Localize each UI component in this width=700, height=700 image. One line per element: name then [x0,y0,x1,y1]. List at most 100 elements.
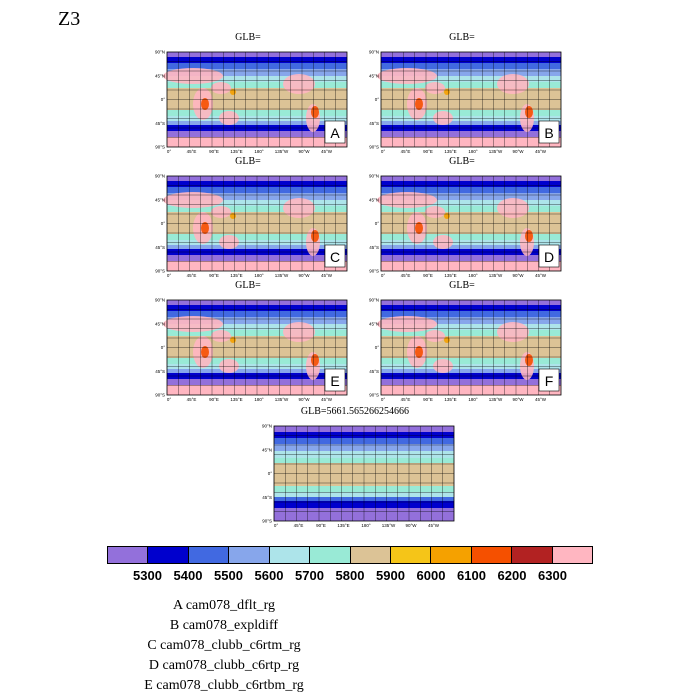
colorbar-label: 5700 [295,568,324,583]
map-panel-f: GLB= 90°N 45°N 0° 45°S 90°S 0° 45°E 90°E 135°E 180… [357,280,567,408]
lat-tick-label: 45°N [369,73,379,78]
lon-tick-label: 45°E [294,523,304,528]
lat-tick-label: 90°S [155,269,165,274]
lat-tick-label: 90°S [155,145,165,150]
lat-tick-label: 90°S [262,519,272,524]
lon-tick-label: 90°E [209,397,219,402]
panel-title: GLB= [449,156,475,167]
lat-tick-label: 90°S [369,269,379,274]
lon-tick-label: 180° [468,273,478,278]
lat-tick-label: 90°N [155,50,165,55]
map-panel-c: GLB= 90°N 45°N 0° 45°S 90°S 0° 45°E 90°E 135°E 180… [143,156,353,284]
lon-tick-label: 90°W [512,397,524,402]
lon-tick-label: 45°W [535,149,547,154]
panel-label-b: B [538,120,560,144]
lon-tick-label: 135°W [489,273,503,278]
lon-tick-label: 135°E [444,149,456,154]
lat-tick-label: 90°N [369,50,379,55]
lon-tick-label: 135°E [337,523,349,528]
lon-tick-label: 135°W [489,149,503,154]
lat-tick-label: 90°S [369,393,379,398]
legend-entry: C cam078_clubb_c6rtm_rg [147,638,301,653]
svg-text:C: C [330,249,340,265]
lon-tick-label: 45°E [187,149,197,154]
lon-tick-label: 90°E [423,149,433,154]
lat-tick-label: 0° [375,97,380,102]
lon-tick-label: 180° [468,397,478,402]
map-plot: 90°N45°N0°45°S90°S0° 45°E 90°E 135°E 180° 135… [155,50,348,154]
lon-tick-label: 180° [254,149,264,154]
panel-title: GLB= [235,32,261,43]
lat-tick-label: 90°N [369,298,379,303]
map-plot: 90°N45°N0°45°S90°S0° 45°E 90°E 135°E 180° 135… [369,174,562,278]
svg-text:D: D [544,249,554,265]
lat-tick-label: 45°S [262,495,272,500]
legend-entry: D cam078_clubb_c6rtp_rg [148,658,300,673]
lon-tick-label: 180° [254,397,264,402]
lat-tick-label: 45°S [155,369,165,374]
lon-tick-label: 90°W [405,523,417,528]
svg-text:B: B [544,125,553,141]
lon-tick-label: 45°W [428,523,440,528]
lon-tick-label: 0° [274,523,279,528]
map-plot: 90°N45°N0°45°S90°S0° 45°E 90°E 135°E 180° 135… [369,50,562,154]
lat-tick-label: 45°N [262,447,272,452]
lat-tick-label: 45°S [369,121,379,126]
panel-label-f: F [538,368,560,392]
lat-tick-label: 90°N [262,424,272,429]
lon-tick-label: 0° [167,273,172,278]
lon-tick-label: 90°E [423,397,433,402]
colorbar-labels: 5300 5400 5500 5600 5700 5800 5900 6000 6100 6200… [0,568,700,584]
map-panel-obs: GLB=5661.565266254666 90°N 45°N 0° 45°S 90°S 0… [250,406,460,534]
figure-title: Z3 [58,8,81,30]
panel-label-c: C [324,244,346,268]
lon-tick-label: 180° [361,523,371,528]
lon-tick-label: 90°E [423,273,433,278]
colorbar-box [390,547,432,563]
colorbar-label: 5600 [254,568,284,583]
lon-tick-label: 45°W [321,149,333,154]
lon-tick-label: 45°W [535,397,547,402]
lon-tick-label: 135°E [444,273,456,278]
lon-tick-label: 90°E [209,149,219,154]
legend-entry: E cam078_clubb_c6rtbm_rg [144,678,304,693]
lon-tick-label: 135°E [230,149,242,154]
lat-tick-label: 90°N [155,298,165,303]
colorbar-box [229,547,270,563]
colorbar-label: 6200 [497,568,527,583]
map-panel-d: GLB= 90°N 45°N 0° 45°S 90°S 0° 45°E 90°E 135°E 180… [357,156,567,284]
case-legend: A cam078_dflt_rg B cam078_expldiff C cam07… [0,596,448,696]
lon-tick-label: 0° [167,149,172,154]
colorbar-box [350,547,391,563]
colorbar-label: 5400 [173,568,203,583]
lon-tick-label: 135°W [489,397,503,402]
map-plot: 90°N45°N0°45°S90°S0° 45°E 90°E 135°E 180° 135… [262,424,455,528]
svg-text:F: F [545,373,554,389]
colorbar-box [431,547,472,563]
colorbar-label: 6000 [416,568,446,583]
lon-tick-label: 0° [381,397,386,402]
lat-tick-label: 0° [375,221,380,226]
panel-title: GLB= [235,156,261,167]
colorbar-box [552,547,593,563]
lon-tick-label: 45°E [401,397,411,402]
colorbar-label: 5900 [376,568,405,583]
lon-tick-label: 135°W [382,523,396,528]
lat-tick-label: 0° [161,221,166,226]
lon-tick-label: 90°E [316,523,326,528]
colorbar-label: 5800 [335,568,365,583]
lon-tick-label: 45°E [187,273,197,278]
colorbar-box [108,547,149,563]
map-plot: 90°N45°N0°45°S90°S0° 45°E 90°E 135°E 180° 135… [155,298,348,402]
lat-tick-label: 45°S [369,369,379,374]
colorbar-label: 6100 [457,568,486,583]
colorbar-label: 5300 [133,568,162,583]
lat-tick-label: 0° [268,471,273,476]
lat-tick-label: 0° [161,97,166,102]
panel-label-a: A [324,120,346,144]
map-panel-e: GLB= 90°N 45°N 0° 45°S 90°S 0° 45°E 90°E 135°E 180… [143,280,353,408]
panel-label-e: E [324,368,346,392]
lat-tick-label: 0° [375,345,380,350]
colorbar-label: 5500 [214,568,243,583]
lon-tick-label: 45°W [535,273,547,278]
